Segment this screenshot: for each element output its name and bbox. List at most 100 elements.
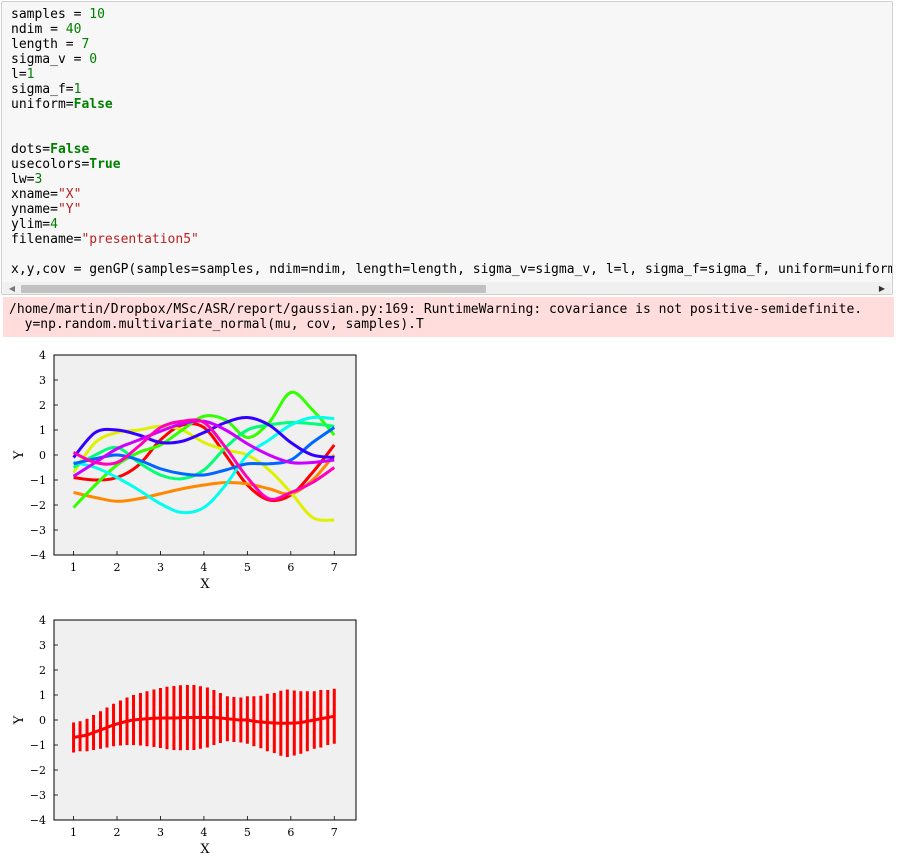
series-line [73,415,335,515]
code-token: samples = [11,7,90,22]
code-token: 1 [26,67,35,82]
code-token: filename= [11,232,82,247]
series-line [72,415,335,459]
x-tick-label: 6 [287,561,294,574]
x-axis-label: X [200,577,210,588]
code-line: sigma_v = 0 [11,52,892,67]
code-token: ylim= [11,217,51,232]
x-tick-label: 2 [114,561,121,574]
y-axis-label: Y [12,450,27,460]
code-line: dots=False [11,142,892,157]
y-tick-label: −3 [30,524,46,537]
code-token: l= [11,67,27,82]
code-line: ndim = 40 [11,22,892,37]
y-tick-label: −2 [30,764,46,777]
code-token: x,y,cov = genGP(samples=samples, ndim=nd… [11,262,893,277]
code-token: usecolors= [11,157,90,172]
series-line [72,418,336,501]
stderr-output: /home/martin/Dropbox/MSc/ASR/report/gaus… [3,297,894,337]
plot-samples: 1 2 3 4 5 6 7 −4 −3 −2 −1 0 1 2 3 4 X Y [10,343,370,588]
scroll-right-arrow-icon[interactable]: ▶ [878,284,886,293]
code-line: yname="Y" [11,202,892,217]
code-line [11,247,892,262]
code-token: 7 [81,37,90,52]
code-line: length = 7 [11,37,892,52]
code-token: 1 [73,82,82,97]
code-token: True [89,157,121,172]
code-line: uniform=False [11,97,892,112]
horizontal-scrollbar[interactable]: ◀ ▶ [3,282,891,294]
x-axis-label: X [200,842,210,853]
code-token: 10 [89,7,105,22]
x-tick-label: 7 [331,561,338,574]
code-token: length = [11,37,82,52]
x-tick-label: 1 [70,561,77,574]
code-editor[interactable]: samples = 10 ndim = 40 length = 7 sigma_v =… [11,7,893,277]
series-group [72,390,336,522]
code-input-cell[interactable]: samples = 10 ndim = 40 length = 7 sigma_v =… [1,1,893,295]
code-token: sigma_f= [11,82,74,97]
code-line: l=1 [11,67,892,82]
code-line: samples = 10 [11,7,892,22]
code-token: False [73,97,113,112]
code-token: xname= [11,187,58,202]
mean-errorbar-chart: 1 2 3 4 5 6 7 −4 −3 −2 −1 0 1 2 3 4 X Y [12,614,357,853]
plot-mean-error: 1 2 3 4 5 6 7 −4 −3 −2 −1 0 1 2 3 4 X Y [10,608,370,853]
x-tick-label: 2 [114,826,121,839]
x-tick-label: 4 [200,826,207,839]
code-line: ylim=4 [11,217,892,232]
code-token: 40 [65,22,82,37]
series-line [72,390,336,509]
y-tick-label: 1 [39,689,46,702]
code-line: xname="X" [11,187,892,202]
code-token: yname= [11,202,58,217]
x-tick-label: 1 [70,826,77,839]
code-line: sigma_f=1 [11,82,892,97]
code-token: "X" [57,187,82,202]
code-line [11,112,892,127]
code-line [11,127,892,142]
y-tick-label: 1 [39,424,46,437]
code-line: lw=3 [11,172,892,187]
scrollbar-thumb[interactable] [21,285,486,293]
samples-chart: 1 2 3 4 5 6 7 −4 −3 −2 −1 0 1 2 3 4 X Y [12,349,357,588]
code-token: 3 [34,172,43,187]
y-tick-label: −1 [30,739,46,752]
y-tick-label: −1 [30,474,46,487]
x-tick-label: 7 [331,826,338,839]
code-line: usecolors=True [11,157,892,172]
scroll-left-arrow-icon[interactable]: ◀ [8,284,16,293]
y-tick-label: −3 [30,789,46,802]
y-tick-label: 4 [39,349,46,362]
code-token: uniform= [11,97,74,112]
y-tick-label: 2 [39,664,46,677]
code-line: x,y,cov = genGP(samples=samples, ndim=nd… [11,262,893,277]
plot-area [53,619,357,821]
x-tick-label: 6 [287,826,294,839]
series-line [73,426,336,477]
y-tick-label: 2 [39,399,46,412]
x-tick-label: 4 [200,561,207,574]
series-group [72,685,336,757]
code-token: lw= [11,172,35,187]
x-tick-label: 5 [244,826,251,839]
x-tick-label: 3 [157,561,164,574]
code-token: "presentation5" [81,232,199,247]
y-tick-label: −4 [30,549,46,562]
code-token: sigma_v = [11,52,90,67]
y-tick-label: −4 [30,814,46,827]
y-tick-label: 0 [39,449,46,462]
y-tick-label: 0 [39,714,46,727]
code-token: False [50,142,90,157]
series-line [73,714,335,739]
y-axis-label: Y [12,715,27,725]
code-token: 0 [89,52,98,67]
x-tick-label: 5 [244,561,251,574]
code-token: dots= [11,142,51,157]
y-tick-label: −2 [30,499,46,512]
code-token: "Y" [57,202,82,217]
y-tick-label: 3 [39,639,46,652]
y-tick-label: 4 [39,614,46,627]
x-tick-label: 3 [157,826,164,839]
code-token: 4 [50,217,58,232]
